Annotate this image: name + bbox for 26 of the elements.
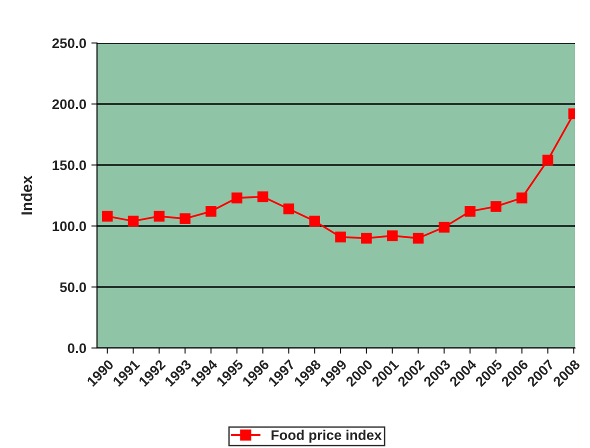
point (309, 216, 320, 226)
point (232, 192, 242, 204)
point (257, 191, 268, 202)
y-tick-label: 150.0 (52, 160, 86, 170)
point (438, 222, 450, 233)
point (335, 232, 346, 242)
point (542, 154, 554, 166)
legend-label: Food price index (272, 430, 382, 443)
point (464, 206, 476, 217)
y-tick-label: 200.0 (52, 99, 86, 110)
y-tick-label: 0.0 (68, 343, 86, 354)
y-tick-label: 100.0 (52, 221, 86, 232)
point (206, 206, 216, 217)
y-tick-label: 50.0 (60, 282, 86, 292)
point (128, 216, 139, 226)
point (516, 192, 528, 204)
point (386, 230, 398, 242)
point (361, 232, 372, 244)
point (283, 204, 294, 214)
y-tick-label: 250.0 (52, 38, 86, 48)
point (412, 232, 424, 244)
point (490, 201, 502, 212)
y-axis-title: Index (20, 176, 32, 214)
point (180, 213, 190, 224)
point (154, 210, 165, 222)
point (102, 210, 113, 222)
